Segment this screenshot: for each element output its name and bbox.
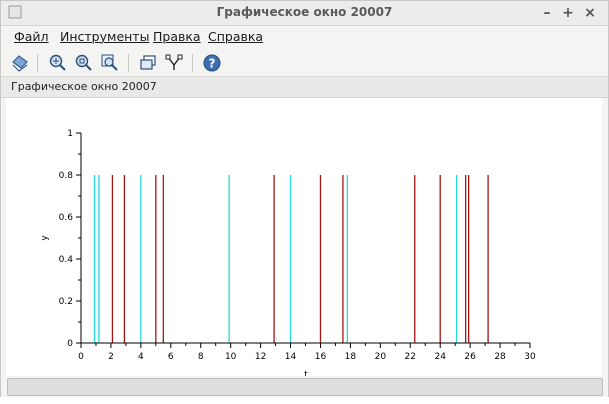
x-tick-label: 8 [198, 352, 204, 362]
info-bar-text: Графическое окно 20007 [11, 80, 157, 93]
x-tick-label: 16 [315, 352, 327, 362]
y-tick-label: 0.4 [59, 255, 74, 265]
plot-canvas[interactable]: 0 2 4 6 8 10 12 14 16 18 20 22 24 26 28 30 0 0.2 0.4 0.6 0.8… [6, 98, 602, 380]
y-axis-label: y [40, 235, 50, 241]
zoom-area-icon[interactable] [100, 53, 120, 73]
y-tick-label: 0.6 [59, 213, 74, 223]
title-bar[interactable]: Графическое окно 20007 – + × [1, 1, 608, 26]
x-tick-label: 12 [255, 352, 266, 362]
menu-help[interactable]: Справка [208, 29, 264, 44]
windows-icon[interactable] [138, 53, 158, 73]
x-tick-label: 18 [345, 352, 357, 362]
menu-tools[interactable]: Инструменты [60, 29, 150, 44]
y-tick-label: 0 [67, 339, 73, 349]
info-bar: Графическое окно 20007 [1, 77, 608, 98]
help-icon[interactable]: ? [202, 53, 222, 73]
toolbar-separator [128, 54, 129, 72]
x-tick-label: 22 [405, 352, 416, 362]
x-tick-label: 20 [375, 352, 387, 362]
chart: 0 2 4 6 8 10 12 14 16 18 20 22 24 26 28 3000.20.40.60.8… [40, 129, 536, 380]
zoom-fit-icon[interactable] [74, 53, 94, 73]
menu-edit[interactable]: Правка [153, 29, 201, 44]
bottom-strip [0, 397, 609, 404]
minimize-button[interactable]: – [543, 5, 551, 21]
toolbar: ? [1, 49, 608, 77]
menu-file[interactable]: Файл [14, 29, 49, 44]
close-button[interactable]: × [584, 5, 596, 21]
zoom-in-icon[interactable] [48, 53, 68, 73]
toolbar-separator [37, 54, 38, 72]
app-icon [8, 5, 22, 19]
y-tick-label: 0.2 [59, 297, 73, 307]
toolbar-separator [192, 54, 193, 72]
maximize-button[interactable]: + [562, 5, 574, 21]
x-tick-label: 10 [225, 352, 237, 362]
x-axis-label: t [304, 370, 308, 376]
x-tick-label: 30 [524, 352, 536, 362]
window-title: Графическое окно 20007 [216, 5, 393, 19]
x-tick-label: 26 [464, 352, 476, 362]
x-tick-label: 28 [494, 352, 506, 362]
x-tick-label: 0 [78, 352, 84, 362]
x-tick-label: 2 [108, 352, 114, 362]
x-tick-label: 24 [434, 352, 446, 362]
x-tick-label: 4 [138, 352, 144, 362]
menu-bar: Файл Инструменты Правка Справка [1, 26, 608, 48]
status-bar [7, 378, 603, 396]
svg-text:?: ? [209, 57, 216, 71]
rotate-icon[interactable] [10, 53, 30, 73]
y-tick-label: 0.8 [59, 171, 74, 181]
x-tick-label: 14 [285, 352, 297, 362]
datatip-icon[interactable] [164, 53, 184, 73]
y-tick-label: 1 [67, 129, 73, 139]
x-tick-label: 6 [168, 352, 174, 362]
